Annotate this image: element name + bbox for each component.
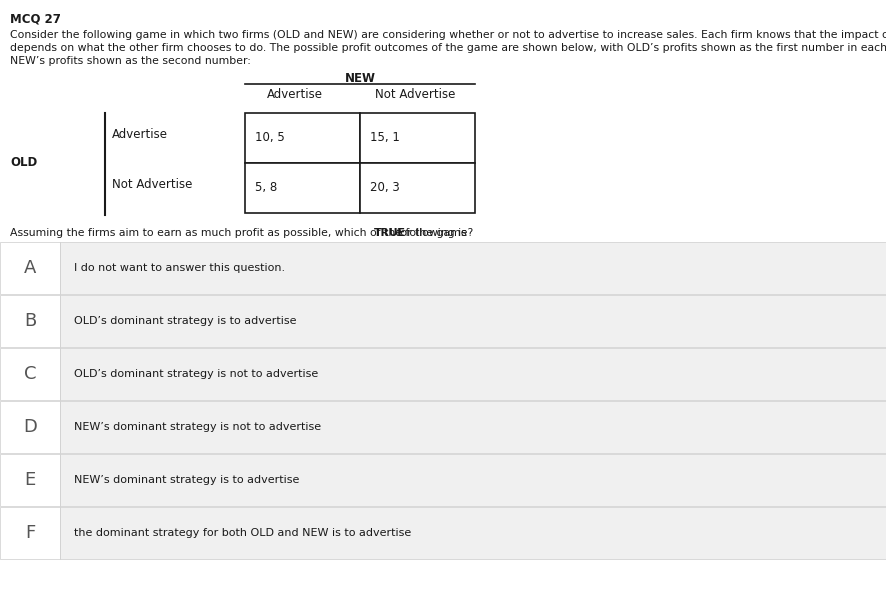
Text: OLD’s dominant strategy is not to advertise: OLD’s dominant strategy is not to advert… xyxy=(74,369,318,379)
Text: OLD’s dominant strategy is to advertise: OLD’s dominant strategy is to advertise xyxy=(74,316,297,326)
Text: Advertise: Advertise xyxy=(267,88,323,101)
Bar xyxy=(360,163,475,213)
Text: Not Advertise: Not Advertise xyxy=(112,178,192,192)
Text: Consider the following game in which two firms (OLD and NEW) are considering whe: Consider the following game in which two… xyxy=(10,30,886,40)
Text: C: C xyxy=(24,365,36,383)
Text: 15, 1: 15, 1 xyxy=(370,131,400,145)
Text: Advertise: Advertise xyxy=(112,129,168,142)
Bar xyxy=(60,454,886,506)
Text: OLD: OLD xyxy=(10,155,37,168)
Text: NEW’s dominant strategy is to advertise: NEW’s dominant strategy is to advertise xyxy=(74,475,299,485)
Bar xyxy=(60,401,886,453)
Text: A: A xyxy=(24,259,36,277)
Text: F: F xyxy=(25,524,35,542)
Text: Not Advertise: Not Advertise xyxy=(375,88,455,101)
Text: 5, 8: 5, 8 xyxy=(255,181,277,195)
Bar xyxy=(360,113,475,163)
Bar xyxy=(0,295,60,347)
Bar xyxy=(60,507,886,559)
Bar xyxy=(245,163,360,213)
Bar xyxy=(0,348,60,400)
Text: the dominant strategy for both OLD and NEW is to advertise: the dominant strategy for both OLD and N… xyxy=(74,528,411,538)
Bar xyxy=(0,454,60,506)
Bar xyxy=(60,348,886,400)
Bar xyxy=(245,113,360,163)
Text: E: E xyxy=(25,471,35,489)
Text: Assuming the firms aim to earn as much profit as possible, which of the followin: Assuming the firms aim to earn as much p… xyxy=(10,228,470,238)
Bar xyxy=(0,507,60,559)
Text: B: B xyxy=(24,312,36,330)
Text: NEW’s dominant strategy is not to advertise: NEW’s dominant strategy is not to advert… xyxy=(74,422,321,432)
Text: NEW’s profits shown as the second number:: NEW’s profits shown as the second number… xyxy=(10,56,251,66)
Text: MCQ 27: MCQ 27 xyxy=(10,12,61,25)
Text: NEW: NEW xyxy=(345,72,376,85)
Text: for the game?: for the game? xyxy=(393,228,474,238)
Text: depends on what the other firm chooses to do. The possible profit outcomes of th: depends on what the other firm chooses t… xyxy=(10,43,886,53)
Bar xyxy=(60,242,886,294)
Bar xyxy=(60,295,886,347)
Text: D: D xyxy=(23,418,37,436)
Text: 20, 3: 20, 3 xyxy=(370,181,400,195)
Bar xyxy=(0,242,60,294)
Text: I do not want to answer this question.: I do not want to answer this question. xyxy=(74,263,285,273)
Bar xyxy=(0,401,60,453)
Text: TRUE: TRUE xyxy=(374,228,406,238)
Text: 10, 5: 10, 5 xyxy=(255,131,284,145)
